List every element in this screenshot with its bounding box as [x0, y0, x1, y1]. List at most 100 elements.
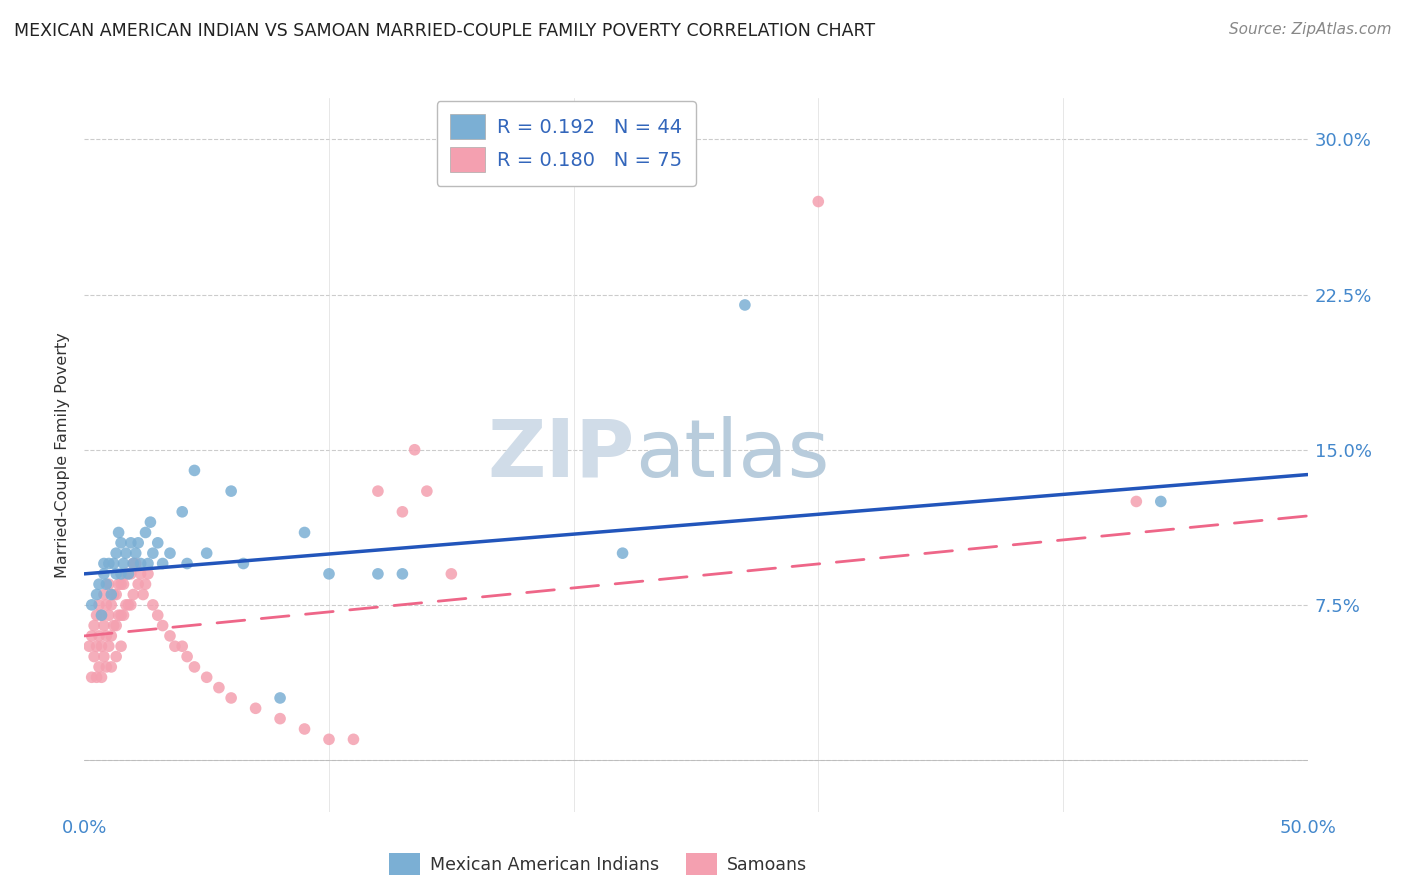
Text: atlas: atlas — [636, 416, 830, 494]
Point — [105, 649, 128, 664]
Point — [96, 629, 118, 643]
Point — [96, 577, 118, 591]
Point — [120, 598, 142, 612]
Point — [139, 515, 162, 529]
Point — [107, 577, 129, 591]
Point — [93, 649, 115, 664]
Point — [100, 588, 122, 602]
Point — [107, 525, 129, 540]
Point — [117, 598, 139, 612]
Point — [183, 660, 205, 674]
Point — [367, 566, 389, 581]
Point — [103, 557, 125, 571]
Point — [125, 557, 148, 571]
Point — [391, 566, 413, 581]
Point — [117, 566, 139, 581]
Point — [110, 566, 132, 581]
Point — [87, 577, 110, 591]
Point — [136, 566, 159, 581]
Point — [232, 557, 254, 571]
Point — [807, 194, 830, 209]
Point — [146, 608, 169, 623]
Point — [208, 681, 231, 695]
Point — [110, 577, 132, 591]
Point — [219, 690, 242, 705]
Point — [97, 639, 120, 653]
Point — [125, 546, 148, 560]
Point — [107, 608, 129, 623]
Point — [87, 598, 110, 612]
Point — [172, 505, 194, 519]
Point — [416, 484, 439, 499]
Point — [93, 557, 115, 571]
Point — [404, 442, 426, 457]
Point — [90, 608, 112, 623]
Point — [110, 536, 132, 550]
Point — [93, 618, 115, 632]
Point — [93, 588, 115, 602]
Point — [83, 618, 105, 632]
Point — [195, 546, 218, 560]
Point — [245, 701, 267, 715]
Point — [159, 546, 181, 560]
Point — [97, 608, 120, 623]
Point — [135, 577, 157, 591]
Point — [142, 546, 165, 560]
Point — [129, 557, 152, 571]
Point — [103, 618, 125, 632]
Point — [183, 463, 205, 477]
Point — [115, 566, 138, 581]
Point — [112, 577, 135, 591]
Point — [163, 639, 186, 653]
Point — [269, 690, 291, 705]
Point — [87, 660, 110, 674]
Point — [105, 618, 128, 632]
Point — [100, 629, 122, 643]
Point — [86, 608, 108, 623]
Point — [132, 588, 155, 602]
Point — [80, 629, 103, 643]
Point — [176, 557, 198, 571]
Point — [90, 670, 112, 684]
Point — [100, 660, 122, 674]
Point — [1150, 494, 1173, 508]
Point — [100, 598, 122, 612]
Point — [135, 525, 157, 540]
Point — [105, 566, 128, 581]
Point — [612, 546, 634, 560]
Point — [342, 732, 364, 747]
Point — [77, 639, 100, 653]
Point — [122, 557, 145, 571]
Point — [115, 546, 138, 560]
Point — [734, 298, 756, 312]
Point — [80, 670, 103, 684]
Point — [159, 629, 181, 643]
Point — [96, 660, 118, 674]
Point — [195, 670, 218, 684]
Point — [440, 566, 463, 581]
Point — [152, 618, 174, 632]
Point — [110, 639, 132, 653]
Point — [318, 732, 340, 747]
Text: MEXICAN AMERICAN INDIAN VS SAMOAN MARRIED-COUPLE FAMILY POVERTY CORRELATION CHAR: MEXICAN AMERICAN INDIAN VS SAMOAN MARRIE… — [14, 22, 875, 40]
Point — [86, 639, 108, 653]
Point — [86, 588, 108, 602]
Point — [110, 608, 132, 623]
Point — [142, 598, 165, 612]
Point — [1125, 494, 1147, 508]
Point — [120, 536, 142, 550]
Point — [120, 566, 142, 581]
Point — [294, 722, 316, 736]
Point — [294, 525, 316, 540]
Point — [391, 505, 413, 519]
Point — [172, 639, 194, 653]
Point — [146, 536, 169, 550]
Point — [105, 546, 128, 560]
Text: ZIP: ZIP — [488, 416, 636, 494]
Point — [86, 670, 108, 684]
Point — [96, 598, 118, 612]
Point — [80, 598, 103, 612]
Point — [318, 566, 340, 581]
Point — [112, 557, 135, 571]
Point — [90, 639, 112, 653]
